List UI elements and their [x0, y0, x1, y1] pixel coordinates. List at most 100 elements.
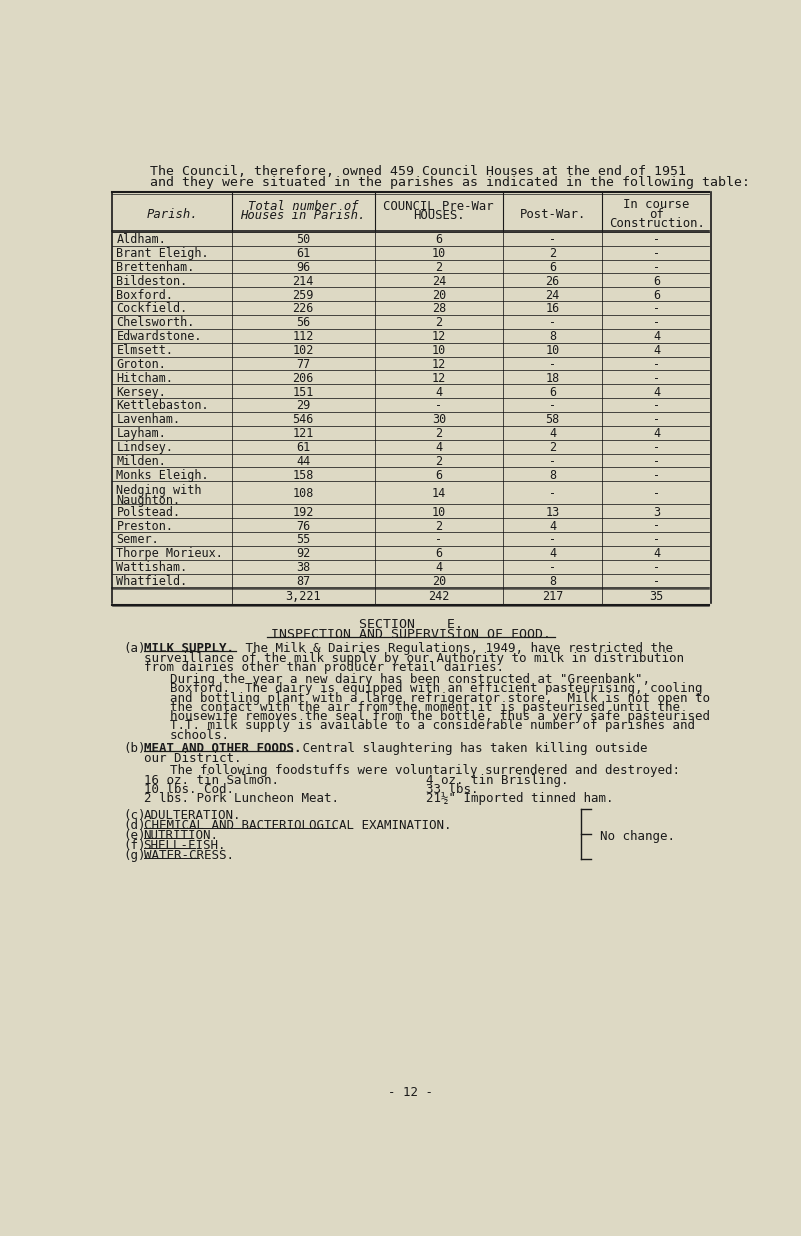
Text: Total number of: Total number of	[248, 200, 359, 213]
Text: -: -	[435, 399, 442, 413]
Text: 12: 12	[432, 357, 446, 371]
Text: 50: 50	[296, 234, 310, 246]
Text: 12: 12	[432, 330, 446, 344]
Text: -: -	[435, 534, 442, 546]
Text: 4: 4	[435, 561, 442, 574]
Text: 112: 112	[292, 330, 314, 344]
Text: 4: 4	[549, 428, 556, 440]
Text: Lindsey.: Lindsey.	[116, 441, 173, 454]
Text: T.T. milk supply is available to a considerable number of parishes and: T.T. milk supply is available to a consi…	[170, 719, 695, 732]
Text: Boxford.: Boxford.	[116, 288, 173, 302]
Text: 76: 76	[296, 519, 310, 533]
Text: Chelsworth.: Chelsworth.	[116, 316, 195, 329]
Text: Post-War.: Post-War.	[520, 208, 586, 220]
Text: Bildeston.: Bildeston.	[116, 274, 187, 288]
Text: 16 oz. tin Salmon.: 16 oz. tin Salmon.	[143, 774, 279, 787]
Text: 29: 29	[296, 399, 310, 413]
Text: Parish.: Parish.	[147, 208, 199, 220]
Text: (a): (a)	[123, 643, 146, 655]
Text: 58: 58	[545, 413, 560, 426]
Text: and bottling plant with a large refrigerator store.  Milk is not open to: and bottling plant with a large refriger…	[170, 692, 710, 705]
Text: Aldham.: Aldham.	[116, 234, 167, 246]
Text: - 12 -: - 12 -	[388, 1086, 433, 1099]
Text: 151: 151	[292, 386, 314, 398]
Text: housewife removes the seal from the bottle, thus a very safe pasteurised: housewife removes the seal from the bott…	[170, 709, 710, 723]
Text: In course: In course	[623, 198, 690, 211]
Text: 4: 4	[549, 519, 556, 533]
Text: 8: 8	[549, 575, 556, 588]
Text: 28: 28	[432, 303, 446, 315]
Text: 6: 6	[549, 261, 556, 274]
Text: COUNCIL Pre-War: COUNCIL Pre-War	[384, 200, 494, 213]
Text: Whatfield.: Whatfield.	[116, 575, 187, 588]
Text: 18: 18	[545, 372, 560, 384]
Text: Kersey.: Kersey.	[116, 386, 167, 398]
Text: 24: 24	[432, 274, 446, 288]
Text: -: -	[549, 561, 556, 574]
Text: No change.: No change.	[600, 829, 675, 843]
Text: HOUSES.: HOUSES.	[413, 209, 465, 222]
Text: During the year a new dairy has been constructed at "Greenbank",: During the year a new dairy has been con…	[170, 674, 650, 686]
Text: Central slaughtering has taken killing outside: Central slaughtering has taken killing o…	[295, 743, 647, 755]
Text: -: -	[653, 413, 660, 426]
Text: 2: 2	[435, 316, 442, 329]
Text: 6: 6	[653, 274, 660, 288]
Text: NUTRITION.: NUTRITION.	[143, 829, 219, 843]
Text: -: -	[653, 316, 660, 329]
Text: -: -	[653, 487, 660, 501]
Text: MILK SUPPLY.: MILK SUPPLY.	[143, 643, 234, 655]
Text: Groton.: Groton.	[116, 357, 167, 371]
Text: (c): (c)	[123, 810, 146, 822]
Text: 2: 2	[435, 261, 442, 274]
Text: Monks Eleigh.: Monks Eleigh.	[116, 468, 209, 482]
Text: 55: 55	[296, 534, 310, 546]
Text: 2: 2	[435, 428, 442, 440]
Text: surveillance of the milk supply by our Authority to milk in distribution: surveillance of the milk supply by our A…	[143, 651, 683, 665]
Text: 158: 158	[292, 468, 314, 482]
Text: 4: 4	[653, 428, 660, 440]
Text: WATER-CRESS.: WATER-CRESS.	[143, 849, 234, 863]
Text: -: -	[653, 441, 660, 454]
Text: 3,221: 3,221	[285, 591, 321, 603]
Text: -: -	[549, 487, 556, 501]
Text: -: -	[653, 399, 660, 413]
Text: and they were situated in the parishes as indicated in the following table:: and they were situated in the parishes a…	[151, 176, 751, 189]
Text: 16: 16	[545, 303, 560, 315]
Text: 242: 242	[428, 591, 449, 603]
Text: 8: 8	[549, 330, 556, 344]
Text: 6: 6	[435, 468, 442, 482]
Text: -: -	[549, 234, 556, 246]
Text: 259: 259	[292, 288, 314, 302]
Text: -: -	[653, 372, 660, 384]
Text: -: -	[549, 534, 556, 546]
Text: 77: 77	[296, 357, 310, 371]
Text: 8: 8	[549, 468, 556, 482]
Text: 92: 92	[296, 548, 310, 560]
Text: -: -	[653, 519, 660, 533]
Text: 96: 96	[296, 261, 310, 274]
Text: 61: 61	[296, 247, 310, 260]
Text: 30: 30	[432, 413, 446, 426]
Text: Lavenham.: Lavenham.	[116, 413, 180, 426]
Text: 10: 10	[432, 344, 446, 357]
Text: MEAT AND OTHER FOODS.: MEAT AND OTHER FOODS.	[143, 743, 301, 755]
Text: 192: 192	[292, 506, 314, 519]
Text: the contact with the air from the moment it is pasteurised until the: the contact with the air from the moment…	[170, 701, 680, 714]
Text: (d): (d)	[123, 819, 146, 832]
Text: -: -	[653, 357, 660, 371]
Text: Semer.: Semer.	[116, 534, 159, 546]
Text: -: -	[653, 303, 660, 315]
Text: 2: 2	[435, 519, 442, 533]
Text: -: -	[549, 357, 556, 371]
Text: CHEMICAL AND BACTERIOLOGICAL EXAMINATION.: CHEMICAL AND BACTERIOLOGICAL EXAMINATION…	[143, 819, 451, 832]
Text: 4: 4	[435, 386, 442, 398]
Text: Construction.: Construction.	[609, 216, 705, 230]
Text: The Council, therefore, owned 459 Council Houses at the end of 1951: The Council, therefore, owned 459 Counci…	[151, 166, 686, 178]
Text: -: -	[653, 534, 660, 546]
Text: Nedging with: Nedging with	[116, 485, 202, 497]
Text: 4: 4	[653, 386, 660, 398]
Text: Hitcham.: Hitcham.	[116, 372, 173, 384]
Text: Preston.: Preston.	[116, 519, 173, 533]
Text: 2: 2	[435, 455, 442, 467]
Text: (f): (f)	[123, 839, 146, 853]
